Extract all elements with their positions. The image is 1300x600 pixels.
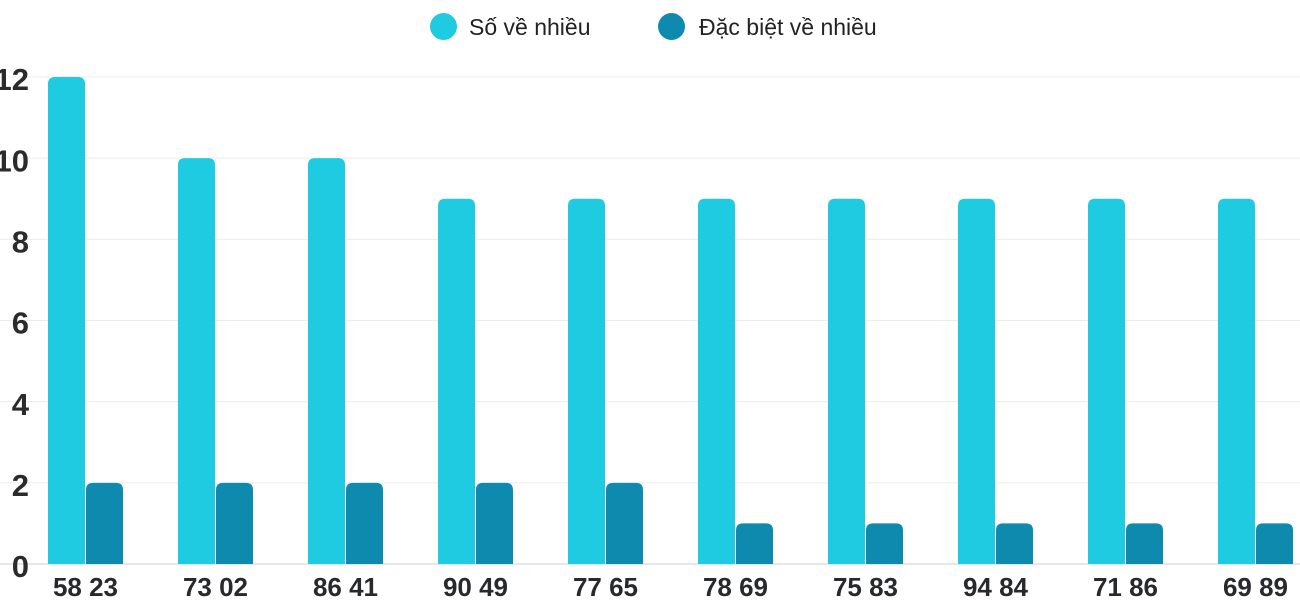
svg-text:58 23: 58 23 bbox=[53, 572, 118, 600]
svg-text:12: 12 bbox=[0, 62, 29, 97]
svg-text:8: 8 bbox=[12, 225, 29, 260]
svg-text:75 83: 75 83 bbox=[833, 572, 898, 600]
svg-text:77 65: 77 65 bbox=[573, 572, 638, 600]
svg-text:86 41: 86 41 bbox=[313, 572, 378, 600]
svg-text:90 49: 90 49 bbox=[443, 572, 508, 600]
svg-text:6: 6 bbox=[12, 306, 29, 341]
svg-text:10: 10 bbox=[0, 143, 29, 178]
svg-text:4: 4 bbox=[12, 387, 30, 422]
svg-text:78 69: 78 69 bbox=[703, 572, 768, 600]
svg-text:94 84: 94 84 bbox=[963, 572, 1029, 600]
svg-text:73 02: 73 02 bbox=[183, 572, 248, 600]
svg-text:69 89: 69 89 bbox=[1223, 572, 1288, 600]
svg-text:0: 0 bbox=[12, 549, 29, 584]
svg-text:71 86: 71 86 bbox=[1093, 572, 1158, 600]
svg-text:2: 2 bbox=[12, 468, 29, 503]
